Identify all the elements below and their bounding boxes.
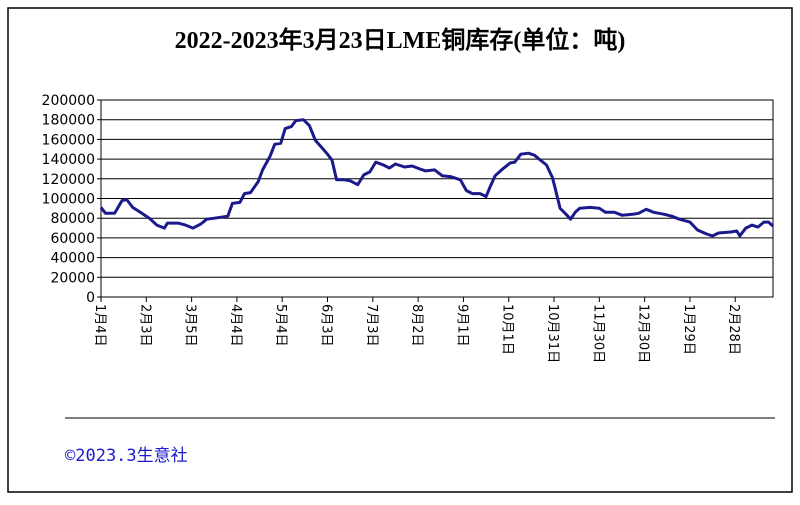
y-tick-label: 160000 bbox=[42, 132, 95, 148]
x-tick-label: 2月28日 bbox=[726, 304, 741, 355]
y-tick-label: 200000 bbox=[42, 93, 95, 109]
y-tick-label: 140000 bbox=[42, 152, 95, 168]
x-tick-label: 1月4日 bbox=[92, 304, 107, 347]
chart-title: 2022-2023年3月23日LME铜库存(单位：吨) bbox=[175, 26, 626, 54]
y-tick-label: 120000 bbox=[42, 172, 95, 188]
y-tick-label: 80000 bbox=[50, 211, 95, 227]
y-tick-label: 180000 bbox=[42, 113, 95, 129]
x-tick-label: 3月5日 bbox=[183, 304, 198, 347]
y-tick-label: 40000 bbox=[50, 251, 95, 267]
x-tick-label: 4月4日 bbox=[228, 304, 243, 347]
x-tick-label: 11月30日 bbox=[590, 304, 605, 363]
x-tick-label: 9月1日 bbox=[454, 304, 469, 347]
x-tick-label: 2月3日 bbox=[137, 304, 152, 347]
y-tick-label: 20000 bbox=[50, 270, 95, 286]
x-tick-label: 6月3日 bbox=[319, 304, 334, 347]
x-tick-label: 12月30日 bbox=[636, 304, 651, 363]
x-tick-label: 10月31日 bbox=[545, 304, 560, 363]
footer-text: ©2023.3生意社 bbox=[65, 446, 188, 466]
x-tick-label: 5月4日 bbox=[273, 304, 288, 347]
y-tick-label: 0 bbox=[86, 290, 95, 306]
y-tick-label: 100000 bbox=[42, 192, 95, 208]
data-line bbox=[99, 118, 774, 238]
x-tick-label: 7月3日 bbox=[364, 304, 379, 347]
y-tick-label: 60000 bbox=[50, 231, 95, 247]
x-tick-label: 1月29日 bbox=[681, 304, 696, 355]
x-tick-label: 8月2日 bbox=[409, 304, 424, 347]
x-tick-label: 10月1日 bbox=[500, 304, 515, 355]
